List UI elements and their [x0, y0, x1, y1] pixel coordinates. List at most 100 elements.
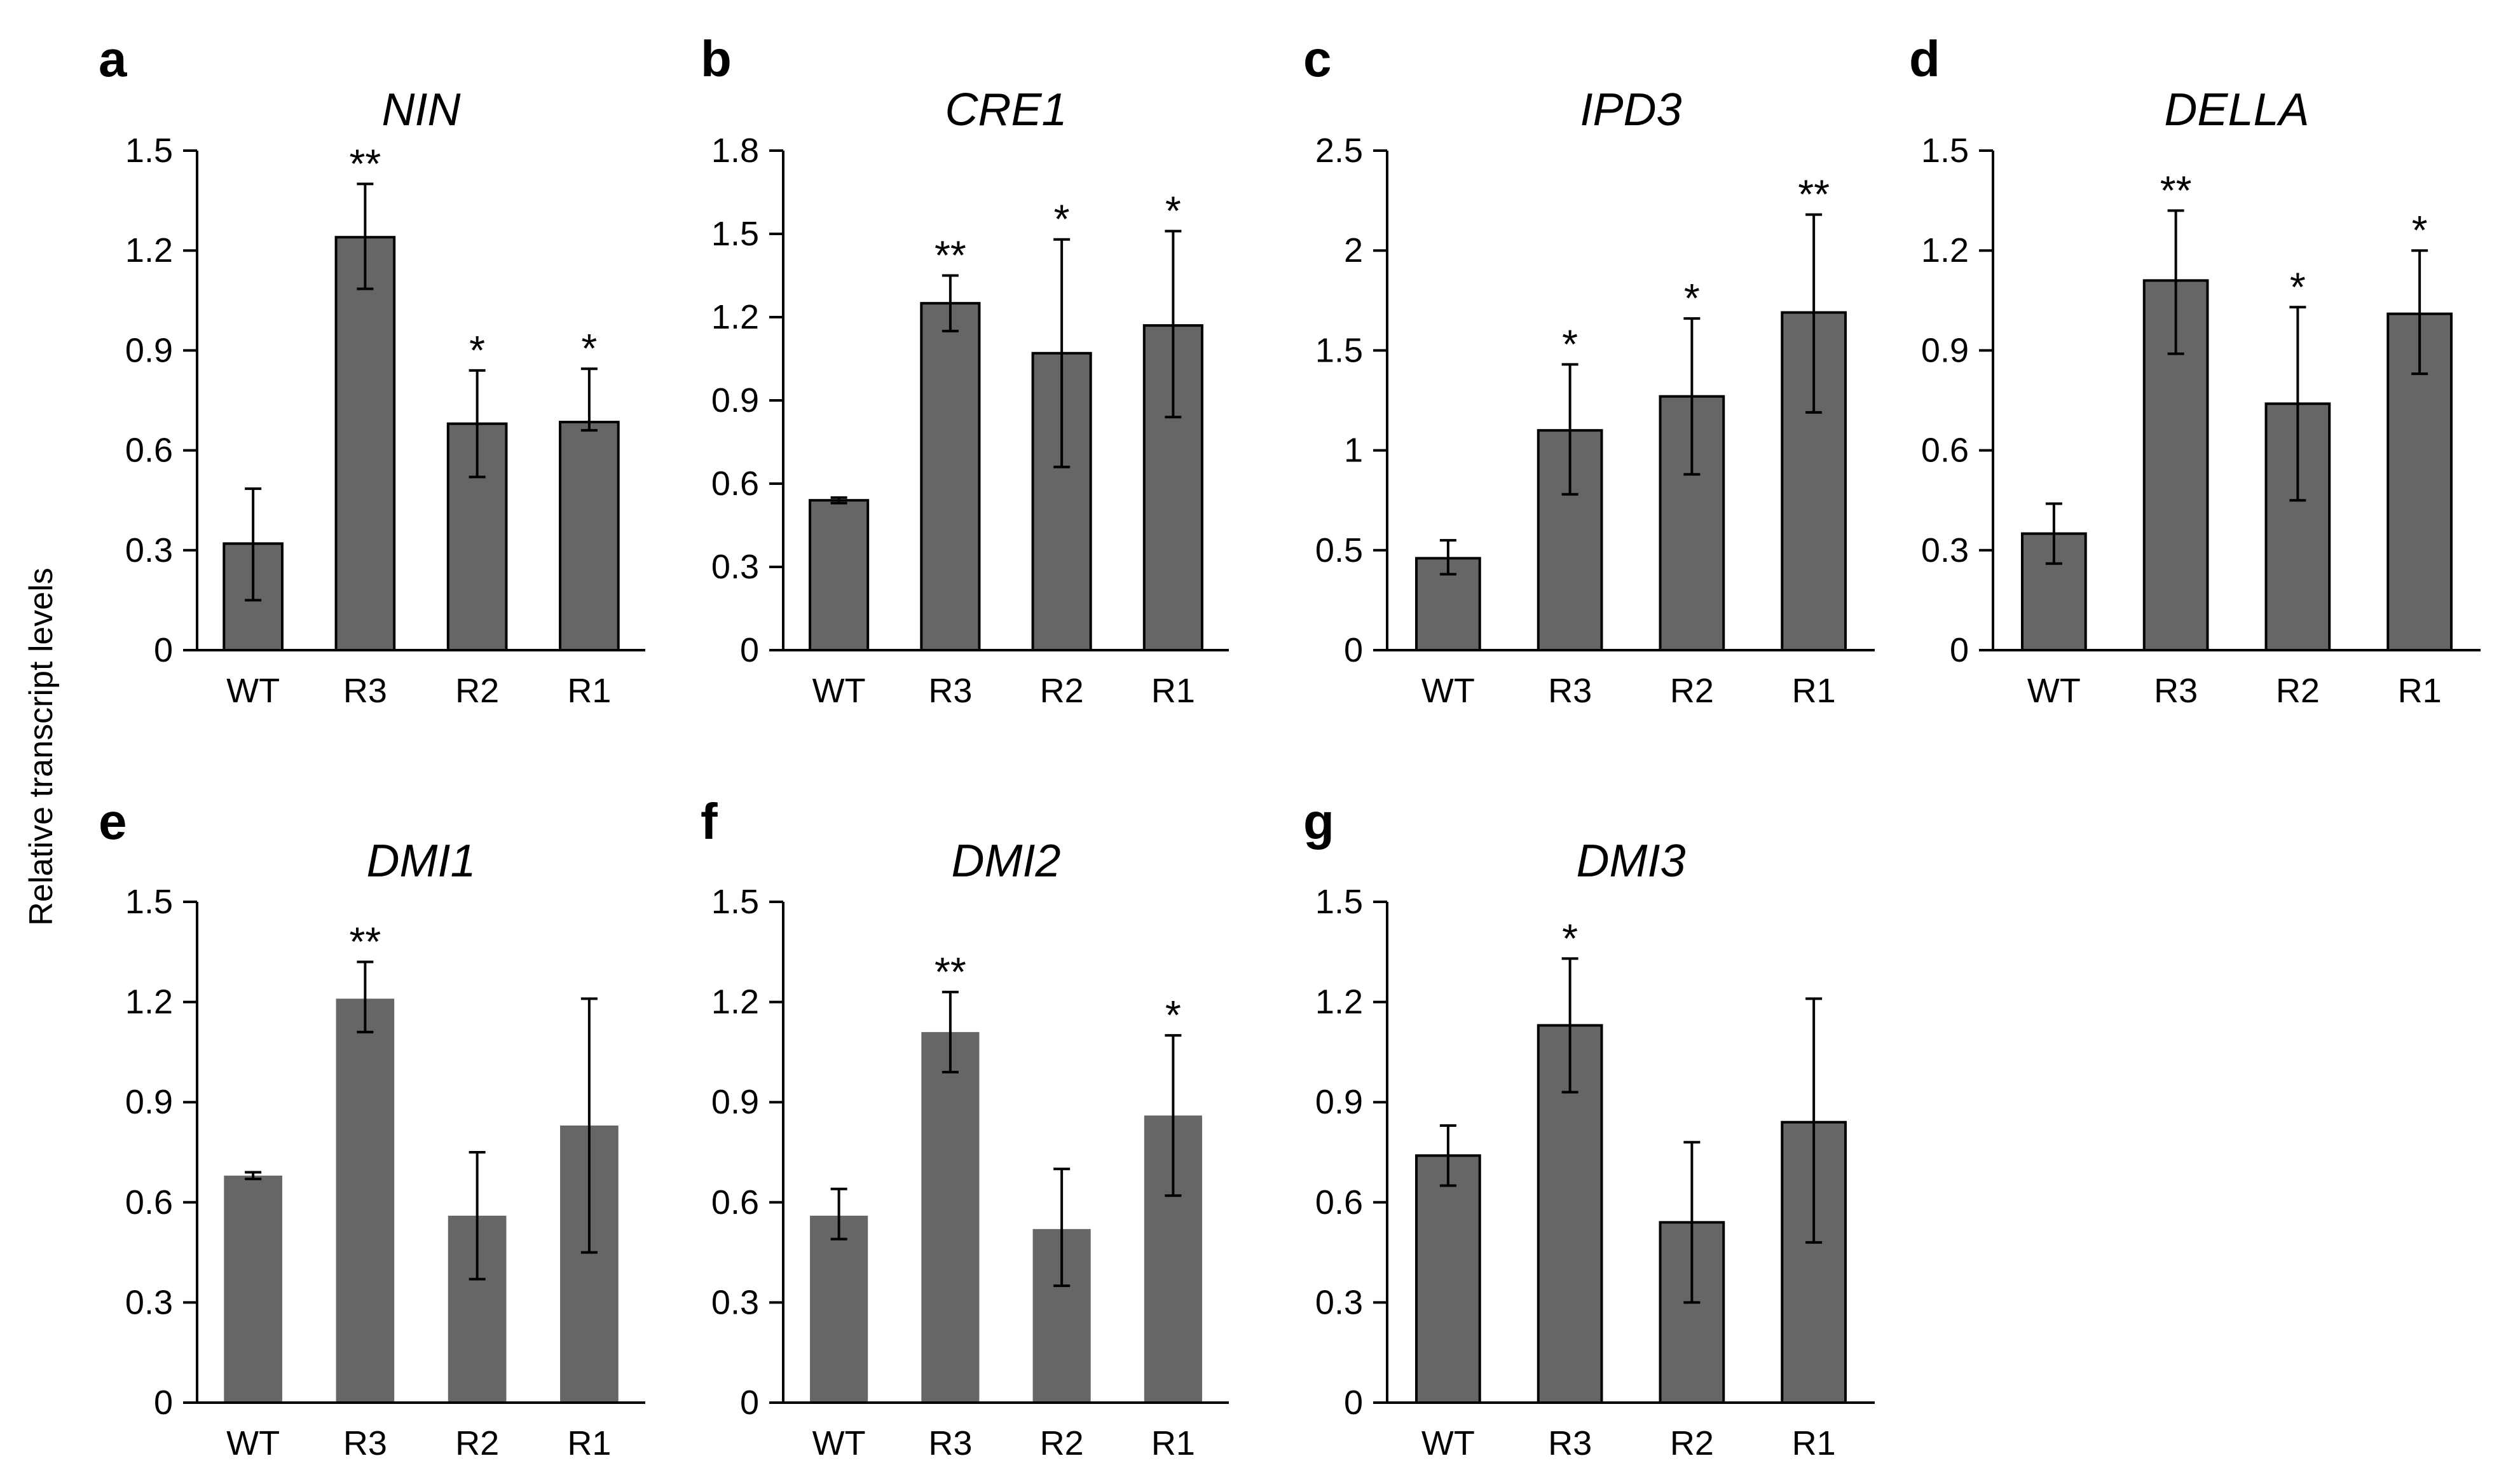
bar-r3 — [336, 998, 395, 1403]
x-tick-label: R3 — [343, 672, 387, 710]
y-tick-label: 0 — [740, 631, 759, 669]
panel-title: DMI3 — [1576, 836, 1685, 887]
x-tick-label: R1 — [567, 672, 611, 710]
significance-marker: * — [1054, 196, 1070, 242]
panel-c: c IPD3 0 0.5 1 1.5 2 2.5 WT * R3 * R2 ** R1 — [1303, 31, 1875, 710]
y-tick-label: 1.5 — [711, 883, 759, 921]
x-tick-label: R1 — [1151, 672, 1195, 710]
x-tick-label: R3 — [1548, 1424, 1592, 1462]
x-tick-label: R2 — [1040, 1424, 1084, 1462]
significance-marker: ** — [935, 233, 966, 278]
significance-marker: * — [2290, 264, 2306, 310]
significance-marker: ** — [935, 949, 966, 995]
x-tick-label: R1 — [1792, 672, 1836, 710]
y-tick-label: 1.5 — [1315, 331, 1363, 369]
y-tick-label: 0 — [740, 1384, 759, 1422]
y-tick-label: 0.6 — [711, 465, 759, 503]
y-tick-label: 1.5 — [711, 215, 759, 253]
y-tick-label: 1.5 — [1315, 883, 1363, 921]
x-tick-label: R3 — [1548, 672, 1592, 710]
x-tick-label: WT — [226, 1424, 280, 1462]
y-tick-label: 0.6 — [125, 1183, 173, 1222]
y-tick-label: 0.6 — [125, 432, 173, 470]
panel-letter: g — [1303, 793, 1334, 850]
y-tick-label: 0.9 — [1921, 331, 1969, 369]
significance-marker: * — [1165, 992, 1181, 1038]
bar-wt — [810, 1215, 868, 1403]
y-tick-label: 0.3 — [711, 1283, 759, 1321]
x-tick-label: R3 — [343, 1424, 387, 1462]
x-tick-label: R2 — [1670, 672, 1714, 710]
panel-letter: e — [99, 793, 127, 850]
y-tick-label: 1.2 — [711, 983, 759, 1021]
x-tick-label: R1 — [567, 1424, 611, 1462]
y-tick-label: 0.9 — [125, 331, 173, 369]
panel-title: DMI1 — [366, 836, 476, 887]
significance-marker: ** — [1798, 172, 1830, 217]
y-tick-label: 0.9 — [711, 1083, 759, 1121]
panel-letter: f — [701, 793, 718, 850]
y-tick-label: 2.5 — [1315, 132, 1363, 170]
panel-b: b CRE1 0 0.3 0.6 0.9 1.2 1.5 1.8 WT ** R3 * R2 * R1 — [701, 31, 1229, 710]
y-tick-label: 0 — [154, 631, 173, 669]
bar-wt — [1415, 1154, 1481, 1404]
bar-r1 — [1142, 324, 1203, 651]
y-tick-label: 0.5 — [1315, 531, 1363, 569]
panel-title: CRE1 — [945, 85, 1067, 135]
x-tick-label: R3 — [2154, 672, 2198, 710]
y-tick-label: 0.3 — [711, 548, 759, 586]
significance-marker: * — [2412, 207, 2428, 253]
panels-container: aNIN00.30.60.91.21.5WT**R3*R2*R1bCRE100.… — [99, 31, 2481, 1462]
y-tick-label: 0.6 — [1921, 432, 1969, 470]
x-tick-label: R2 — [455, 1424, 499, 1462]
y-tick-label: 1 — [1344, 432, 1363, 470]
significance-marker: * — [1562, 321, 1578, 367]
y-tick-label: 0.9 — [1315, 1083, 1363, 1121]
panel-e: e DMI1 0 0.3 0.6 0.9 1.2 1.5 WT ** R3 R2 R1 — [99, 793, 645, 1462]
y-tick-label: 0 — [1344, 631, 1363, 669]
x-tick-label: R1 — [1792, 1424, 1836, 1462]
y-tick-label: 0.6 — [1315, 1183, 1363, 1222]
y-tick-label: 1.2 — [1921, 231, 1969, 269]
significance-marker: * — [1562, 915, 1578, 961]
panel-letter: c — [1303, 31, 1332, 87]
x-tick-label: WT — [226, 672, 280, 710]
y-tick-label: 0 — [154, 1384, 173, 1422]
significance-marker: * — [1684, 275, 1700, 321]
bar-r3 — [920, 302, 981, 651]
panel-letter: d — [1909, 31, 1940, 87]
y-tick-label: 0.9 — [711, 381, 759, 419]
panel-letter: a — [99, 31, 127, 87]
x-tick-label: R2 — [1040, 672, 1084, 710]
x-tick-label: WT — [1421, 1424, 1475, 1462]
significance-marker: * — [581, 325, 597, 371]
panel-d: d DELLA 0 0.3 0.6 0.9 1.2 1.5 WT ** R3 * R2 * R1 — [1909, 31, 2481, 710]
y-tick-label: 1.5 — [1921, 132, 1969, 170]
significance-marker: ** — [2160, 167, 2192, 213]
significance-marker: * — [1165, 188, 1181, 234]
x-tick-label: R2 — [455, 672, 499, 710]
y-tick-label: 0.9 — [125, 1083, 173, 1121]
x-tick-label: R3 — [928, 1424, 972, 1462]
y-tick-label: 1.2 — [125, 983, 173, 1021]
bar-r1 — [559, 421, 620, 651]
y-axis-label: Relative transcript levels — [23, 568, 60, 926]
x-tick-label: R1 — [1151, 1424, 1195, 1462]
panel-letter: b — [701, 31, 732, 87]
panel-title: DMI2 — [951, 836, 1060, 887]
panel-g: g DMI3 0 0.3 0.6 0.9 1.2 1.5 WT * R3 R2 R1 — [1303, 793, 1875, 1462]
significance-marker: * — [469, 327, 485, 373]
panel-title: NIN — [382, 85, 462, 135]
y-tick-label: 0.3 — [125, 1283, 173, 1321]
panel-title: DELLA — [2164, 85, 2309, 135]
y-tick-label: 0.3 — [1315, 1283, 1363, 1321]
y-tick-label: 0 — [1950, 631, 1969, 669]
x-tick-label: WT — [2027, 672, 2081, 710]
y-tick-label: 0.3 — [125, 531, 173, 569]
y-tick-label: 1.2 — [125, 231, 173, 269]
y-tick-label: 0 — [1344, 1384, 1363, 1422]
y-tick-label: 2 — [1344, 231, 1363, 269]
y-tick-label: 1.2 — [1315, 983, 1363, 1021]
x-tick-label: R2 — [1670, 1424, 1714, 1462]
